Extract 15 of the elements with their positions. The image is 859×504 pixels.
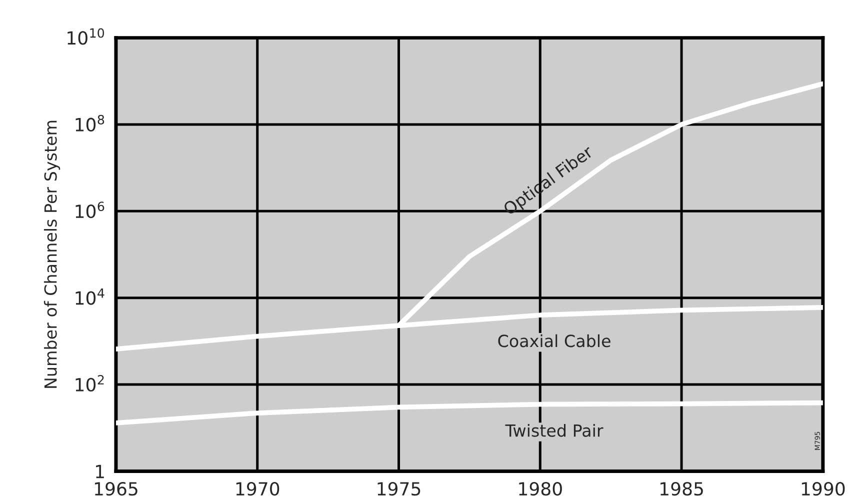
x-tick-label: 1980 [519,482,562,496]
x-tick-label: 1985 [660,482,703,496]
y-tick-label: 10$^{4}$ [76,288,104,305]
y-tick-label: 1 [96,464,104,478]
y-tick-label: 10$^{10}$ [68,28,104,45]
series-label: Coaxial Cable [498,334,610,348]
series-label: Twisted Pair [505,424,604,437]
y-tick-label: 10$^{8}$ [76,114,104,132]
y-tick-label: 10$^{6}$ [76,202,104,218]
y-tick-label: 10$^{2}$ [76,374,104,392]
y-axis-title: Number of Channels Per System [44,120,60,388]
x-tick-label: 1970 [236,482,280,496]
x-tick-label: 1965 [94,482,138,496]
x-tick-label: 1990 [802,482,845,496]
x-tick-label: 1975 [378,482,420,496]
